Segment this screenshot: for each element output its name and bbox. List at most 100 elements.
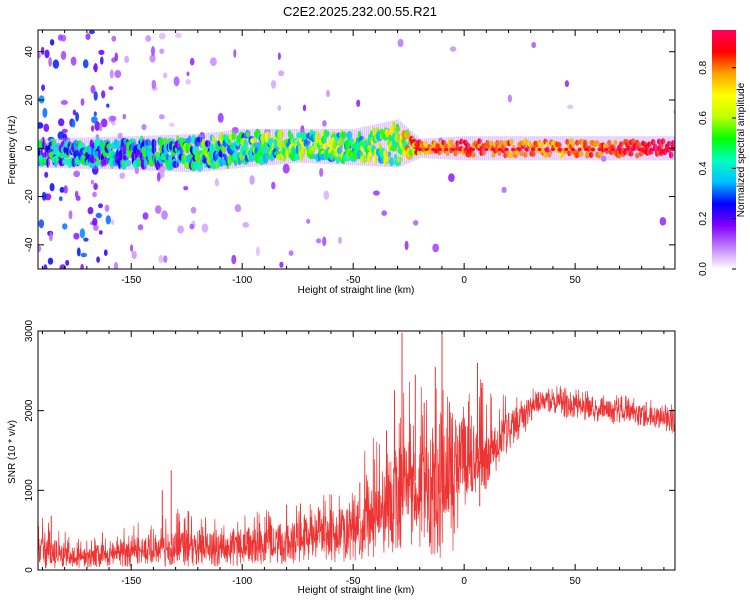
heatmap-halo: [347, 129, 350, 165]
heatmap-halo: [341, 129, 344, 165]
heatmap-x-tick-label: 0: [461, 275, 467, 286]
heatmap-halo: [395, 119, 398, 168]
heatmap-speckle: [531, 41, 537, 49]
heatmap-speckle: [319, 167, 324, 177]
heatmap-core: [517, 147, 522, 152]
heatmap-halo: [409, 129, 411, 163]
heatmap-speckle: [93, 182, 98, 191]
heatmap-speckle: [49, 183, 55, 192]
heatmap-y-tick-label: 0: [24, 145, 35, 151]
heatmap-core: [584, 147, 589, 152]
heatmap-speckle: [100, 56, 104, 65]
heatmap-speckle: [62, 223, 68, 230]
heatmap-core: [484, 147, 489, 152]
heatmap-halo: [187, 134, 190, 173]
heatmap-halo: [473, 136, 475, 161]
heatmap-speckle: [119, 172, 126, 179]
heatmap-speckle: [38, 122, 44, 129]
heatmap-speckle: [104, 204, 110, 212]
heatmap-speckle: [413, 220, 419, 226]
heatmap-speckle: [90, 179, 95, 185]
heatmap-speckle: [87, 206, 94, 215]
heatmap-halo: [237, 129, 240, 169]
heatmap-halo: [40, 138, 42, 168]
heatmap-axes: -150 -100 -50 0 50 -40 -20 0 20 40: [24, 29, 676, 286]
heatmap-core: [577, 147, 582, 152]
heatmap-speckle: [109, 115, 117, 122]
heatmap-core: [497, 147, 502, 152]
heatmap-speckle: [58, 118, 65, 127]
heatmap-speckle: [175, 32, 182, 39]
heatmap-speckle: [79, 228, 86, 239]
heatmap-core: [550, 147, 555, 152]
heatmap-halo: [105, 136, 108, 170]
heatmap-speckle: [96, 256, 100, 263]
heatmap-halo: [321, 129, 324, 164]
heatmap-speckle: [93, 224, 99, 232]
heatmap-speckle: [302, 104, 307, 112]
heatmap-speckle: [92, 217, 98, 226]
heatmap-halo: [423, 138, 425, 159]
heatmap-speckle: [98, 49, 105, 56]
snr-frame: [37, 330, 676, 571]
heatmap-halo: [655, 136, 657, 161]
heatmap-speckle: [448, 173, 455, 183]
snr-x-axis-label: Height of straight line (km): [298, 585, 415, 596]
heatmap-halo: [575, 136, 577, 161]
heatmap-speckle: [201, 223, 209, 233]
heatmap-speckle: [41, 191, 47, 201]
heatmap-halo: [183, 134, 186, 172]
colorbar-tick-label: 0.2: [698, 211, 709, 225]
heatmap-halo: [543, 136, 545, 161]
heatmap-speckle: [74, 190, 79, 199]
heatmap-core: [524, 147, 529, 152]
heatmap-speckle: [155, 205, 162, 214]
heatmap-speckle: [214, 178, 219, 187]
heatmap-core: [424, 147, 429, 152]
heatmap-halo: [173, 134, 176, 172]
heatmap-halo: [157, 135, 160, 171]
snr-y-tick-label: 2000: [24, 399, 35, 422]
heatmap-core: [437, 147, 442, 152]
heatmap-speckle: [49, 39, 55, 46]
heatmap-speckle: [103, 249, 108, 256]
heatmap-speckle: [210, 57, 217, 66]
heatmap-speckle: [76, 247, 81, 257]
heatmap-speckle: [113, 261, 119, 269]
heatmap-speckle: [109, 69, 114, 79]
heatmap-speckle: [158, 114, 165, 120]
heatmap-speckle: [507, 94, 512, 103]
heatmap-halo: [245, 129, 248, 168]
snr-y-tick-label: 0: [24, 567, 35, 573]
heatmap-halo: [441, 137, 443, 160]
heatmap-speckle: [59, 196, 63, 202]
heatmap-halo: [647, 136, 649, 161]
heatmap-x-tick-label: -100: [232, 275, 252, 286]
heatmap-speckle: [114, 52, 119, 62]
heatmap-halo: [401, 122, 404, 166]
colorbar-ticks: 0.0 0.2 0.4 0.6 0.8: [698, 60, 736, 276]
heatmap-speckle: [151, 46, 155, 56]
heatmap-speckle: [397, 38, 404, 48]
heatmap-halo: [369, 125, 372, 167]
heatmap-speckle: [255, 246, 260, 257]
heatmap-speckle: [101, 90, 106, 99]
heatmap-core: [457, 147, 462, 152]
heatmap-speckle: [73, 170, 81, 178]
heatmap-core: [564, 147, 569, 152]
heatmap-core: [637, 147, 642, 152]
heatmap-speckle: [48, 57, 52, 67]
heatmap-speckle: [95, 212, 103, 219]
heatmap-speckle: [80, 252, 88, 258]
heatmap-speckle: [93, 111, 97, 117]
heatmap-speckle: [145, 35, 152, 42]
heatmap-core: [557, 147, 562, 152]
heatmap-halo: [379, 123, 382, 167]
snr-y-axis-label: SNR (10 * v/v): [7, 420, 18, 484]
heatmap-halo: [265, 129, 268, 166]
heatmap-halo: [239, 129, 242, 168]
heatmap-speckle: [163, 72, 168, 79]
heatmap-speckle: [98, 203, 103, 209]
heatmap-x-tick-label: -150: [121, 275, 141, 286]
heatmap-speckle: [90, 85, 96, 94]
